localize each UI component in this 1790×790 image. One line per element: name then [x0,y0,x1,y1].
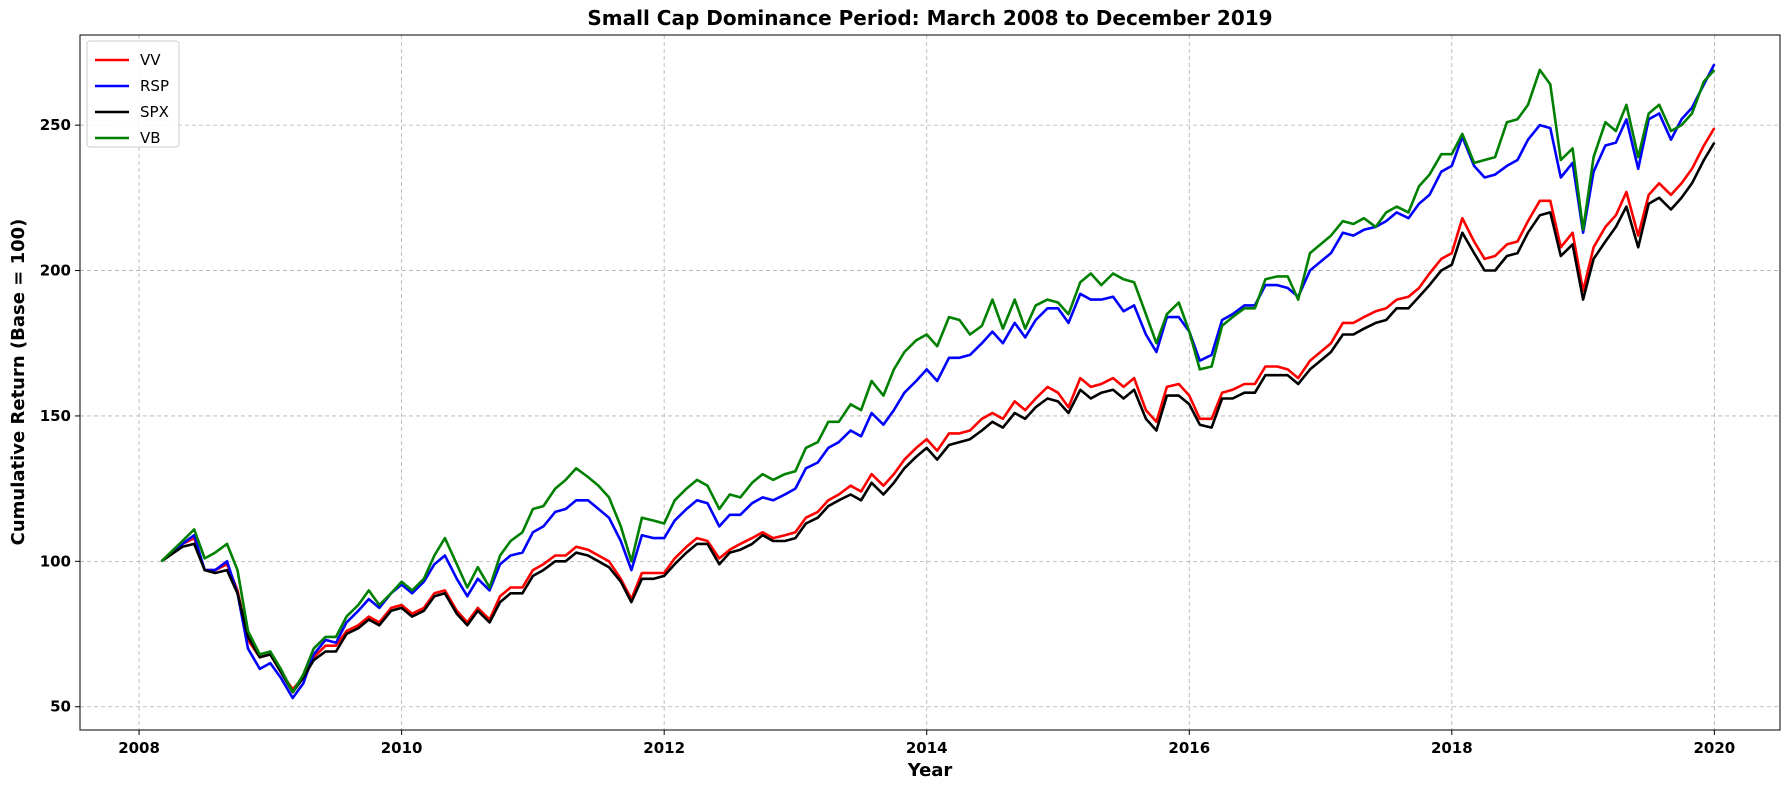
series-line-spx [160,141,1716,694]
x-tick-label: 2018 [1431,739,1473,757]
legend-label-rsp: RSP [140,77,169,95]
y-tick-label: 150 [40,407,71,425]
chart-title: Small Cap Dominance Period: March 2008 t… [587,6,1272,30]
series-line-rsp [160,63,1716,700]
x-tick-label: 2016 [1168,739,1210,757]
series-line-vv [160,127,1716,691]
x-axis-label: Year [907,760,953,781]
y-tick-label: 100 [40,552,71,570]
y-tick-label: 250 [40,116,71,134]
legend-box [86,40,180,148]
series-lines [160,63,1716,700]
x-axis-ticks: 2008 2010 2012 2014 2016 2018 2020 [118,730,1735,757]
y-axis-label: Cumulative Return (Base = 100) [8,219,29,546]
legend-label-vv: VV [140,51,161,69]
legend: VV RSP SPX VB [86,40,180,148]
grid [80,35,1780,730]
legend-label-vb: VB [140,129,161,147]
x-tick-label: 2020 [1693,739,1735,757]
plot-area-frame [79,34,1781,731]
y-tick-label: 50 [50,698,71,716]
x-tick-label: 2014 [906,739,948,757]
x-tick-label: 2010 [381,739,423,757]
series-line-vb [160,68,1716,694]
x-tick-label: 2008 [118,739,160,757]
legend-label-spx: SPX [140,103,169,121]
y-tick-label: 200 [40,262,71,280]
x-tick-label: 2012 [643,739,685,757]
y-axis-ticks: 50 100 150 200 250 [40,116,80,716]
